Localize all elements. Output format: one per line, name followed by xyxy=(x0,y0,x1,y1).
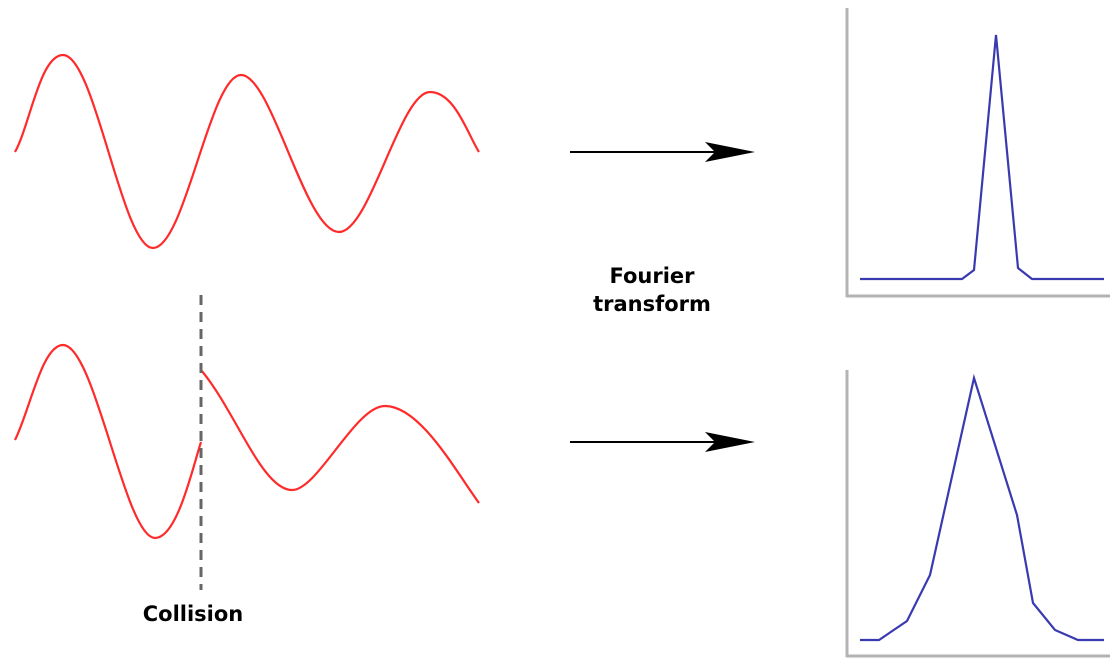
collision-label: Collision xyxy=(143,602,244,626)
wave-before-collision xyxy=(14,343,203,540)
top-spectrum-axes xyxy=(845,8,1110,298)
bottom-arrow xyxy=(570,432,755,452)
broad-spectrum-peak xyxy=(860,373,1104,642)
transform-label-line2: transform xyxy=(593,292,711,316)
transform-label-line1: Fourier xyxy=(609,264,695,288)
top-arrow xyxy=(570,142,755,162)
wave-after-collision xyxy=(200,369,480,504)
narrow-spectrum-peak xyxy=(860,34,1104,281)
continuous-wave xyxy=(14,53,480,250)
bottom-spectrum-axes xyxy=(845,370,1110,658)
